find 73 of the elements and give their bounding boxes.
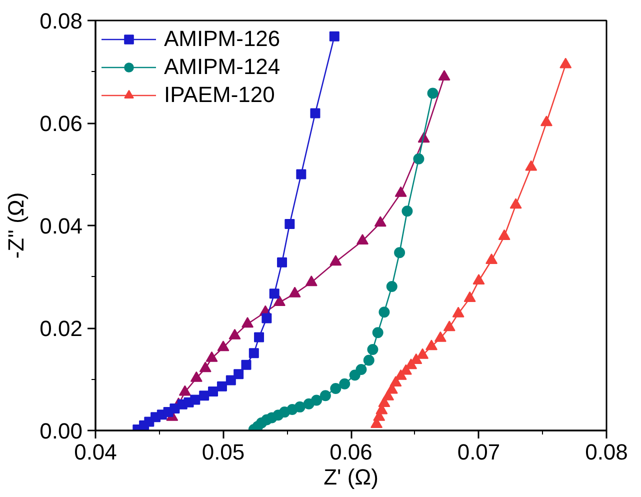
- point: [434, 331, 446, 342]
- x-tick-label: 0.06: [330, 440, 372, 464]
- point: [178, 385, 191, 396]
- point: [394, 186, 407, 197]
- point: [190, 371, 202, 382]
- point: [378, 306, 390, 318]
- y-tick-label: 0.04: [40, 214, 83, 238]
- legend-label: AMIPM-124: [164, 54, 280, 80]
- y-axis-title: -Z'' (Ω): [4, 192, 29, 259]
- legend-label: IPAEM-120: [164, 82, 275, 108]
- point: [372, 327, 384, 338]
- point: [367, 344, 378, 356]
- point: [390, 376, 402, 387]
- point: [277, 257, 288, 268]
- point: [330, 255, 342, 266]
- point: [394, 247, 406, 258]
- point: [374, 216, 386, 227]
- point: [294, 401, 306, 412]
- point: [226, 375, 236, 386]
- point: [234, 369, 244, 380]
- point: [443, 320, 456, 332]
- point: [356, 234, 368, 245]
- point: [216, 381, 227, 392]
- x-tick-label: 0.05: [202, 440, 245, 464]
- point: [560, 58, 572, 68]
- legend-label: AMIPM-126: [164, 26, 280, 52]
- point: [320, 390, 331, 402]
- point: [452, 306, 464, 318]
- y-tick-label: 0.02: [40, 316, 83, 341]
- point: [228, 328, 241, 340]
- point: [356, 364, 367, 376]
- point: [329, 31, 340, 42]
- point: [486, 254, 498, 264]
- point: [269, 288, 280, 299]
- point: [472, 274, 485, 285]
- point: [402, 206, 413, 217]
- point: [427, 88, 438, 99]
- point: [208, 386, 218, 397]
- point: [386, 280, 398, 292]
- point: [330, 382, 342, 394]
- point: [438, 70, 450, 81]
- point: [241, 360, 252, 370]
- point: [416, 348, 429, 359]
- y-tick-label: 0.08: [40, 8, 83, 34]
- point: [190, 394, 200, 405]
- point: [311, 394, 322, 406]
- point: [540, 116, 552, 126]
- point: [273, 296, 286, 306]
- point: [248, 348, 259, 358]
- point: [199, 362, 212, 372]
- x-tick-label: 0.07: [457, 440, 500, 464]
- point: [525, 160, 538, 171]
- point: [413, 153, 424, 164]
- point: [242, 317, 254, 328]
- point: [199, 390, 210, 401]
- point: [310, 108, 320, 118]
- x-tick-label: 0.08: [585, 440, 628, 464]
- point: [464, 291, 476, 302]
- y-tick-label: 0.06: [40, 111, 83, 136]
- point: [262, 313, 272, 324]
- point: [254, 332, 264, 342]
- x-axis-title: Z' (Ω): [324, 464, 378, 490]
- point: [284, 218, 295, 229]
- point: [425, 340, 438, 350]
- point: [498, 229, 510, 240]
- point: [305, 276, 318, 286]
- point: [217, 340, 230, 352]
- point: [510, 198, 522, 209]
- point: [288, 286, 301, 298]
- point: [339, 378, 350, 390]
- point: [363, 354, 374, 366]
- point: [296, 169, 306, 180]
- point: [206, 351, 218, 362]
